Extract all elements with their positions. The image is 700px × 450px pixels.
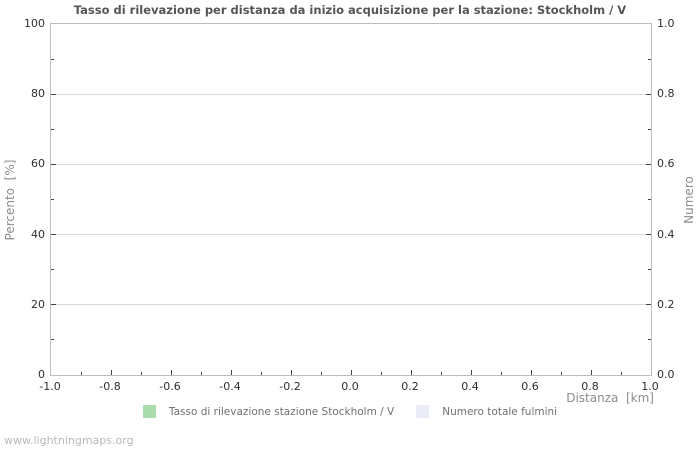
y-right-tick-label: 1.0 (657, 17, 675, 30)
y-left-minor-tick (51, 269, 54, 271)
x-tick-label: 0.8 (581, 380, 599, 393)
y-left-tick-label: 20 (31, 297, 45, 311)
x-major-tick (230, 370, 232, 375)
y-right-tick-label: 0.6 (657, 157, 675, 171)
x-tick-label: -0.2 (279, 380, 301, 393)
y-right-minor-tick (648, 339, 651, 341)
y-left-tick-label: 80 (31, 87, 45, 101)
legend-label: Tasso di rilevazione stazione Stockholm … (168, 405, 395, 418)
x-minor-tick (560, 372, 562, 375)
x-minor-tick (440, 372, 442, 375)
x-major-tick (470, 370, 472, 375)
gridline (51, 234, 651, 236)
y-left-minor-tick (51, 339, 54, 341)
x-axis-label: Distanza [km] (566, 391, 654, 405)
x-major-tick (110, 370, 112, 375)
legend-swatch (416, 405, 430, 418)
x-minor-tick (320, 372, 322, 375)
x-tick-label: 0.6 (521, 380, 539, 393)
x-major-tick (590, 370, 592, 375)
x-minor-tick (500, 372, 502, 375)
y-right-tick-label: 0.0 (657, 368, 675, 381)
gridline (51, 163, 651, 165)
x-major-tick (410, 370, 412, 375)
plot-area (50, 23, 652, 376)
y-left-minor-tick (51, 199, 54, 200)
x-minor-tick (620, 372, 622, 375)
y-left-tick-label: 40 (31, 227, 45, 241)
x-tick-label: -0.6 (159, 380, 181, 393)
y-right-minor-tick (648, 58, 651, 60)
x-tick-label: -1.0 (39, 380, 61, 393)
y-right-tick-label: 0.4 (657, 227, 675, 241)
y-left-major-tick (51, 163, 56, 165)
y-right-minor-tick (648, 199, 651, 200)
x-minor-tick (200, 372, 202, 375)
y-left-tick-label: 60 (31, 157, 45, 171)
x-tick-label: 1.0 (641, 380, 659, 393)
y-left-tick-label: 0 (38, 368, 45, 381)
y-right-tick-label: 0.2 (657, 297, 675, 311)
y-right-major-tick (646, 234, 651, 236)
y-left-major-tick (51, 304, 56, 306)
x-major-tick (350, 370, 352, 375)
x-tick-label: 0.0 (341, 380, 359, 393)
x-tick-label: 0.4 (461, 380, 479, 393)
gridline (51, 304, 651, 306)
y-right-tick-label: 0.8 (657, 87, 675, 101)
legend: Tasso di rilevazione stazione Stockholm … (0, 405, 700, 418)
legend-item: Tasso di rilevazione stazione Stockholm … (142, 405, 395, 418)
x-tick-label: 0.2 (401, 380, 419, 393)
legend-swatch (142, 405, 156, 418)
y-axis-label-right: Numero (682, 176, 696, 224)
watermark: www.lightningmaps.org (4, 434, 134, 447)
x-major-tick (170, 370, 172, 375)
y-right-major-tick (646, 93, 651, 95)
y-left-tick-label: 100 (24, 17, 45, 30)
legend-item: Numero totale fulmini (416, 405, 557, 418)
y-right-major-tick (646, 304, 651, 306)
x-minor-tick (380, 372, 382, 375)
x-minor-tick (140, 372, 142, 375)
y-right-minor-tick (648, 269, 651, 271)
y-right-major-tick (646, 163, 651, 165)
legend-label: Numero totale fulmini (442, 405, 558, 418)
gridline (51, 93, 651, 95)
x-major-tick (530, 370, 532, 375)
x-tick-label: -0.8 (99, 380, 121, 393)
x-minor-tick (260, 372, 262, 375)
y-left-major-tick (51, 93, 56, 95)
y-left-minor-tick (51, 58, 54, 60)
y-right-minor-tick (648, 128, 651, 130)
x-tick-label: -0.4 (219, 380, 241, 393)
chart-title: Tasso di rilevazione per distanza da ini… (73, 3, 627, 17)
y-left-major-tick (51, 234, 56, 236)
y-left-minor-tick (51, 128, 54, 130)
x-minor-tick (80, 372, 82, 375)
x-major-tick (290, 370, 292, 375)
